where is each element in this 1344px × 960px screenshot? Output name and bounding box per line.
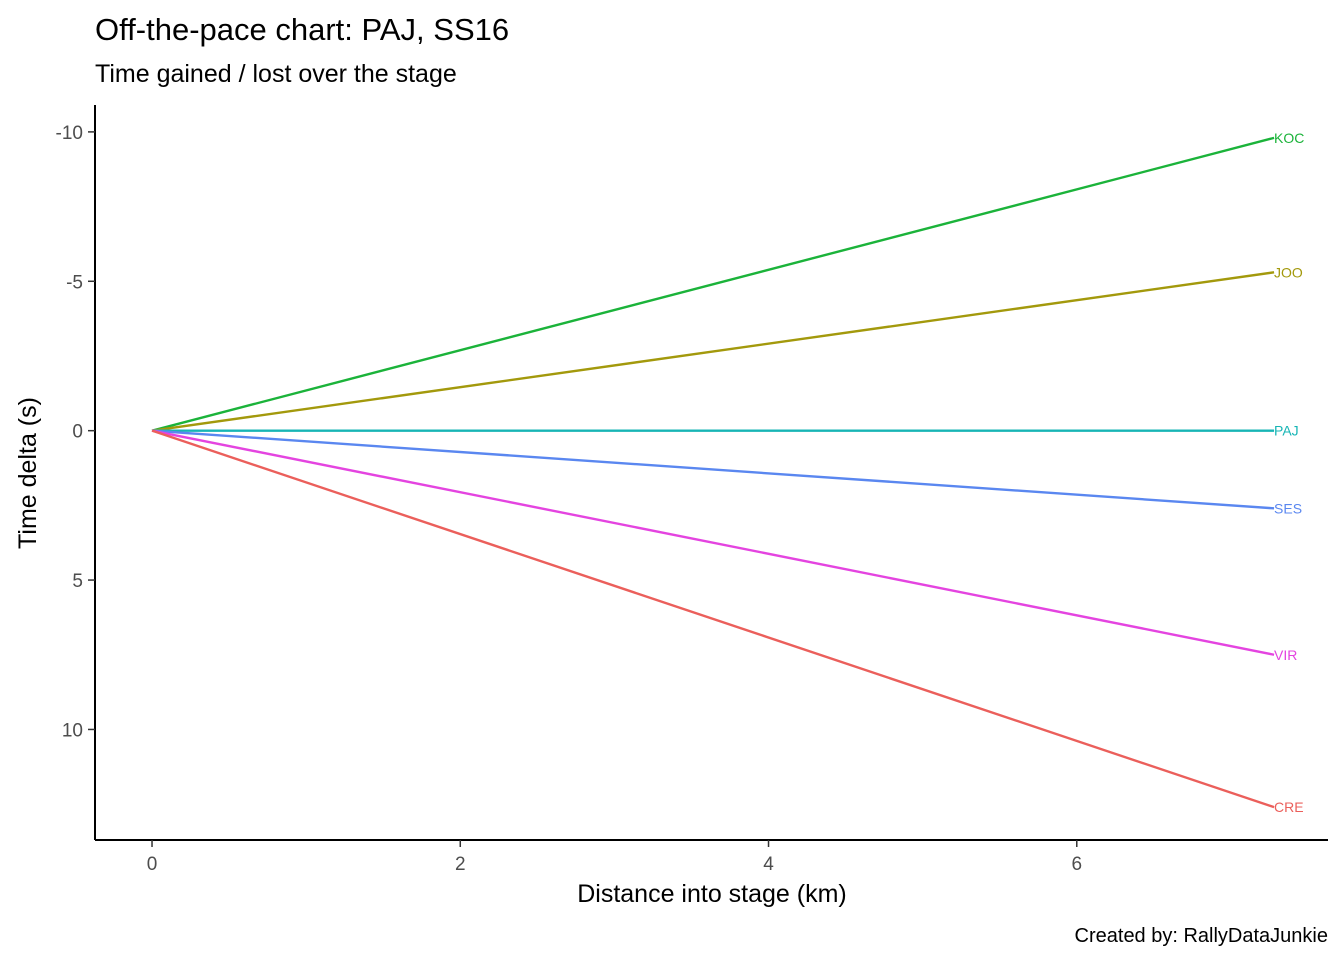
y-axis-title: Time delta (s)	[14, 397, 42, 549]
series-label-ses: SES	[1274, 500, 1302, 516]
x-tick-label: 0	[147, 854, 158, 875]
chart-subtitle: Time gained / lost over the stage	[95, 60, 457, 88]
x-tick-label: 6	[1071, 854, 1082, 875]
series-label-vir: VIR	[1274, 647, 1297, 663]
series-line-cre	[151, 429, 1275, 809]
chart-title: Off-the-pace chart: PAJ, SS16	[95, 12, 509, 47]
series-line-koc	[151, 136, 1275, 432]
x-tick-label: 4	[763, 854, 774, 875]
y-tick-label: 5	[72, 571, 83, 592]
chart-caption: Created by: RallyDataJunkie	[1075, 925, 1328, 947]
y-tick-label: -5	[66, 272, 83, 293]
series-line-joo	[151, 271, 1275, 432]
series-label-koc: KOC	[1274, 130, 1304, 146]
x-tick-label: 2	[455, 854, 466, 875]
y-tick-label: -10	[56, 123, 83, 144]
series-line-ses	[151, 429, 1275, 510]
series-label-cre: CRE	[1274, 799, 1304, 815]
plot-area: 0 2 4 6 -10 -5 0 5 10 KOC JOO PAJ SES VIR CRE	[56, 105, 1328, 875]
y-tick-label: 10	[62, 720, 83, 741]
series-label-joo: JOO	[1274, 264, 1303, 280]
series-line-vir	[151, 429, 1275, 656]
y-tick-label: 0	[72, 422, 83, 443]
x-axis-title: Distance into stage (km)	[577, 880, 847, 908]
series-label-paj: PAJ	[1274, 423, 1299, 439]
